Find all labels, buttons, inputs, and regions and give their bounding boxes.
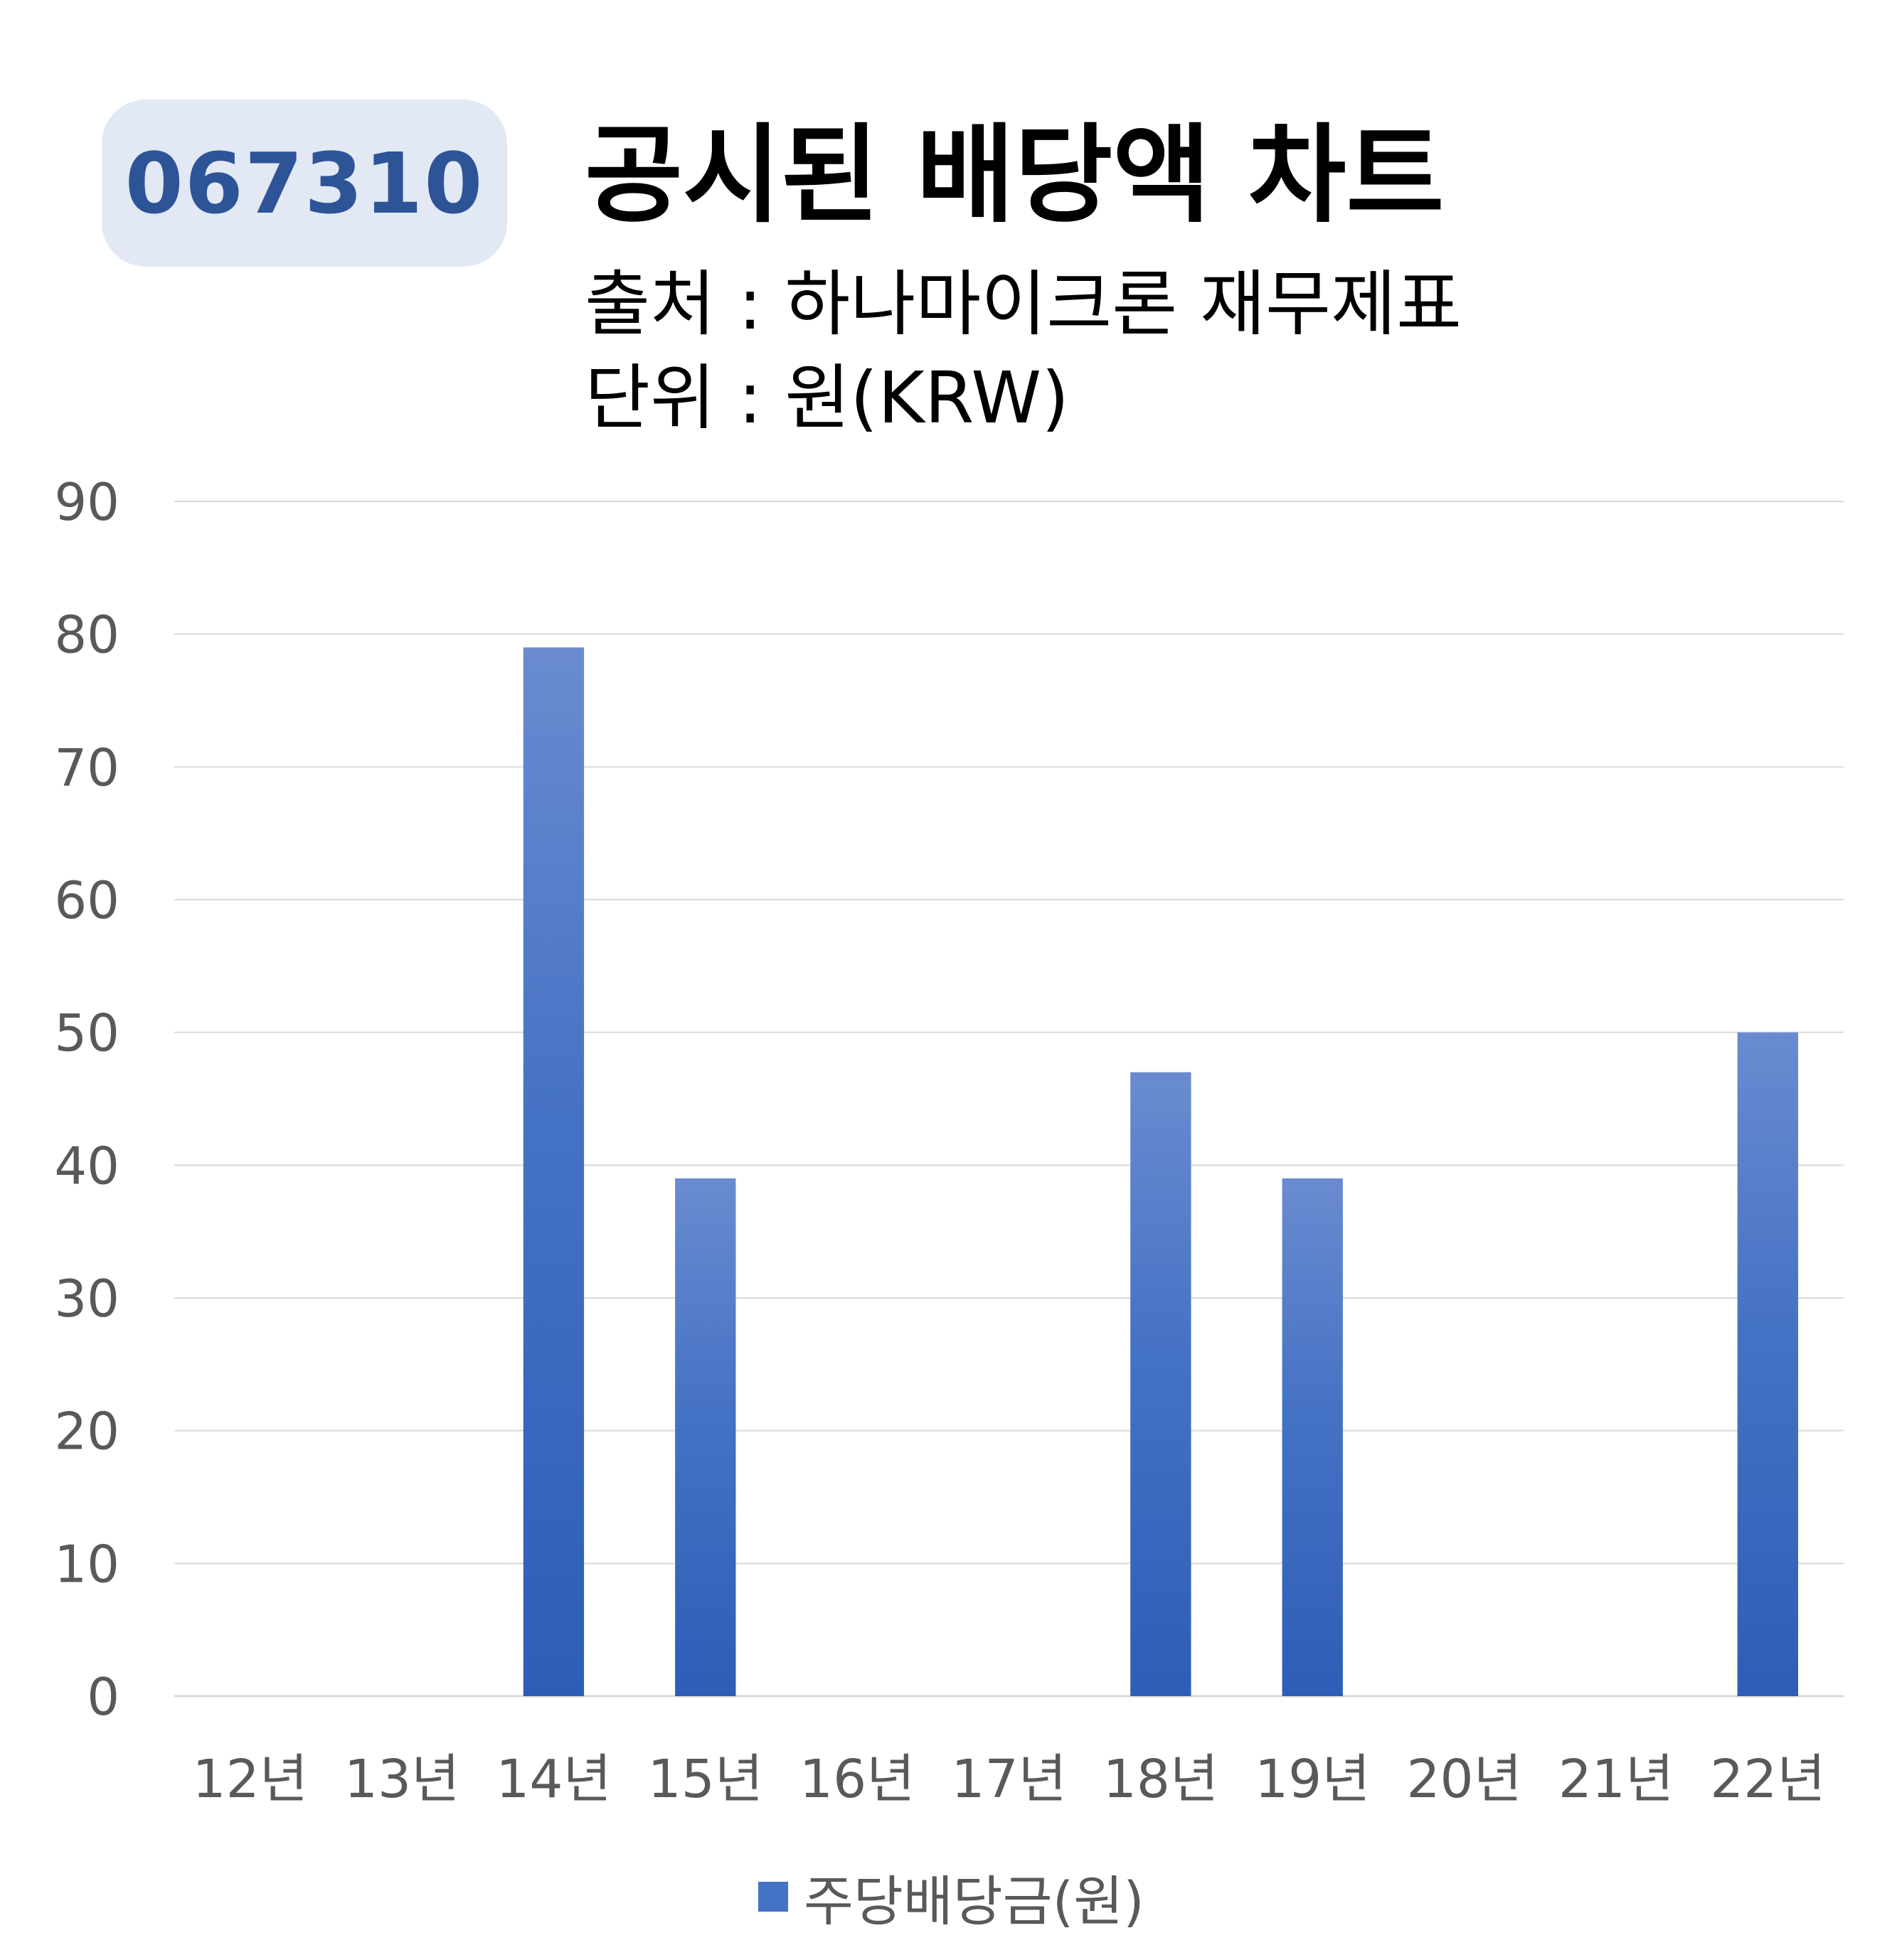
x-tick-label: 16년 — [799, 1749, 915, 1810]
y-tick-label: 30 — [54, 1269, 119, 1328]
y-tick-label: 70 — [54, 737, 119, 797]
x-tick-label: 12년 — [193, 1749, 308, 1810]
x-tick-label: 22년 — [1710, 1749, 1825, 1810]
bars — [523, 647, 1798, 1697]
x-tick-label: 21년 — [1558, 1749, 1674, 1810]
stock-code-badge: 067310 — [102, 100, 507, 267]
legend-swatch — [758, 1882, 788, 1912]
x-tick-label: 17년 — [951, 1749, 1066, 1810]
bar-22년 — [1737, 1032, 1798, 1696]
bar-15년 — [675, 1178, 736, 1696]
x-tick-label: 18년 — [1103, 1749, 1218, 1810]
y-tick-label: 40 — [54, 1136, 119, 1195]
x-tick-label: 19년 — [1255, 1749, 1370, 1810]
y-tick-label: 20 — [54, 1402, 119, 1461]
bar-18년 — [1130, 1072, 1191, 1696]
x-tick-label: 14년 — [496, 1749, 611, 1810]
chart-legend: 주당배당금(원) — [758, 1865, 1144, 1933]
x-tick-label: 20년 — [1406, 1749, 1521, 1810]
y-tick-label: 50 — [54, 1003, 119, 1063]
bar-19년 — [1282, 1178, 1343, 1696]
y-tick-label: 80 — [54, 605, 119, 665]
y-axis-ticks: 0 10 20 30 40 50 60 70 80 90 — [54, 472, 119, 1727]
y-tick-label: 0 — [87, 1667, 119, 1727]
legend-label: 주당배당금(원) — [804, 1870, 1144, 1933]
chart-title: 공시된 배당액 차트 — [585, 114, 1445, 238]
chart-source: 출처 : 하나마이크론 재무제표 — [585, 262, 1462, 346]
x-axis-ticks: 12년 13년 14년 15년 16년 17년 18년 19년 20년 21년 22년 — [193, 1749, 1826, 1810]
y-tick-label: 60 — [54, 870, 119, 930]
y-tick-label: 90 — [54, 472, 119, 532]
x-tick-label: 15년 — [648, 1749, 763, 1810]
y-tick-label: 10 — [54, 1534, 119, 1594]
x-tick-label: 13년 — [344, 1749, 459, 1810]
chart-unit: 단위 : 원(KRW) — [585, 356, 1070, 440]
gridlines — [174, 501, 1844, 1698]
stock-code: 067310 — [124, 134, 484, 233]
bar-14년 — [523, 647, 585, 1697]
